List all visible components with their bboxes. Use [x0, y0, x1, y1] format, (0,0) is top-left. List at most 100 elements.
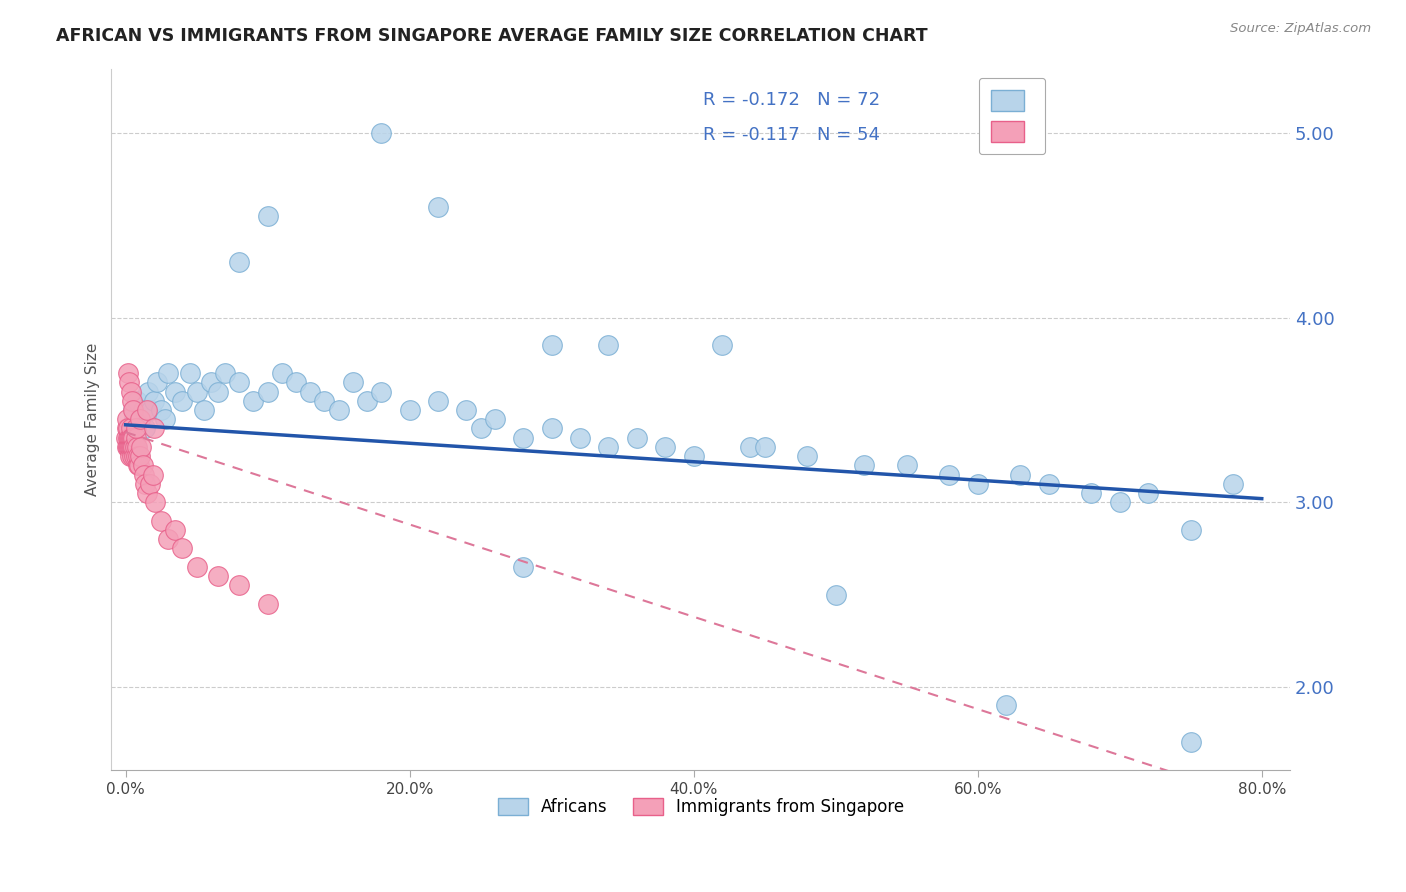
Point	[115, 421, 138, 435]
Point	[127, 449, 149, 463]
Point	[484, 412, 506, 426]
Point	[569, 431, 592, 445]
Point	[1080, 486, 1102, 500]
Point	[146, 376, 169, 390]
Y-axis label: Average Family Size: Average Family Size	[86, 343, 100, 496]
Point	[165, 523, 187, 537]
Point	[938, 467, 960, 482]
Point	[626, 431, 648, 445]
Point	[129, 440, 152, 454]
Point	[118, 440, 141, 454]
Point	[512, 560, 534, 574]
Point	[115, 440, 138, 454]
Point	[228, 578, 250, 592]
Point	[157, 533, 180, 547]
Point	[120, 421, 142, 435]
Point	[150, 403, 173, 417]
Point	[121, 440, 143, 454]
Point	[125, 393, 148, 408]
Point	[128, 412, 150, 426]
Point	[342, 376, 364, 390]
Point	[121, 431, 143, 445]
Point	[824, 588, 846, 602]
Point	[995, 698, 1018, 713]
Point	[370, 126, 392, 140]
Point	[370, 384, 392, 399]
Point	[214, 366, 236, 380]
Point	[682, 449, 704, 463]
Point	[193, 403, 215, 417]
Point	[121, 449, 143, 463]
Point	[1137, 486, 1160, 500]
Point	[124, 440, 146, 454]
Point	[128, 412, 150, 426]
Text: R = -0.172   N = 72: R = -0.172 N = 72	[703, 91, 880, 109]
Point	[540, 421, 562, 435]
Text: AFRICAN VS IMMIGRANTS FROM SINGAPORE AVERAGE FAMILY SIZE CORRELATION CHART: AFRICAN VS IMMIGRANTS FROM SINGAPORE AVE…	[56, 27, 928, 45]
Point	[427, 393, 450, 408]
Point	[150, 514, 173, 528]
Point	[1038, 476, 1060, 491]
Point	[117, 366, 139, 380]
Point	[122, 403, 145, 417]
Point	[356, 393, 378, 408]
Point	[120, 431, 142, 445]
Point	[117, 412, 139, 426]
Text: R = -0.117   N = 54: R = -0.117 N = 54	[703, 126, 880, 145]
Point	[117, 440, 139, 454]
Point	[134, 421, 156, 435]
Point	[132, 467, 155, 482]
Point	[120, 440, 142, 454]
Point	[256, 597, 278, 611]
Point	[117, 421, 139, 435]
Point	[157, 366, 180, 380]
Point	[1180, 523, 1202, 537]
Point	[299, 384, 322, 399]
Point	[121, 393, 143, 408]
Point	[207, 384, 229, 399]
Point	[896, 458, 918, 473]
Point	[398, 403, 420, 417]
Point	[121, 431, 143, 445]
Legend: Africans, Immigrants from Singapore: Africans, Immigrants from Singapore	[489, 790, 912, 825]
Point	[270, 366, 292, 380]
Point	[966, 476, 988, 491]
Point	[172, 393, 194, 408]
Point	[470, 421, 492, 435]
Point	[122, 449, 145, 463]
Point	[1108, 495, 1130, 509]
Point	[186, 384, 208, 399]
Point	[1010, 467, 1032, 482]
Point	[145, 495, 167, 509]
Point	[122, 440, 145, 454]
Point	[456, 403, 478, 417]
Point	[740, 440, 762, 454]
Point	[128, 458, 150, 473]
Point	[121, 403, 143, 417]
Point	[314, 393, 336, 408]
Point	[117, 431, 139, 445]
Point	[654, 440, 676, 454]
Point	[118, 431, 141, 445]
Point	[134, 476, 156, 491]
Point	[139, 476, 162, 491]
Point	[285, 376, 308, 390]
Point	[1180, 735, 1202, 749]
Point	[138, 384, 160, 399]
Point	[131, 458, 153, 473]
Point	[124, 421, 146, 435]
Point	[853, 458, 876, 473]
Point	[124, 431, 146, 445]
Point	[118, 431, 141, 445]
Point	[328, 403, 350, 417]
Point	[118, 431, 141, 445]
Point	[115, 431, 138, 445]
Point	[124, 440, 146, 454]
Point	[207, 569, 229, 583]
Point	[118, 376, 141, 390]
Point	[131, 403, 153, 417]
Point	[242, 393, 264, 408]
Point	[427, 200, 450, 214]
Point	[796, 449, 818, 463]
Point	[135, 486, 157, 500]
